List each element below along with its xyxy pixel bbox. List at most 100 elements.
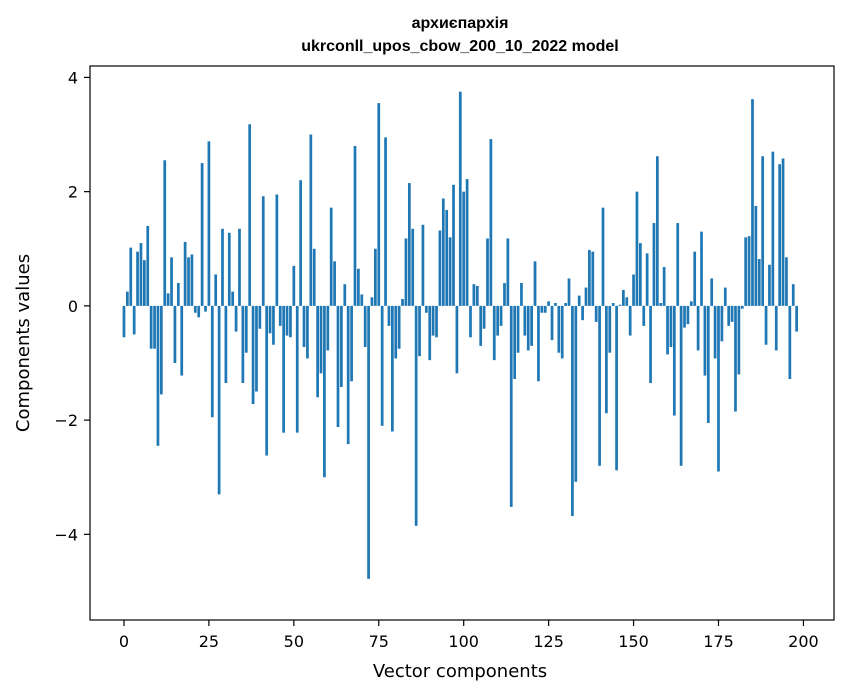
- bar-167: [689, 301, 693, 306]
- bar-136: [584, 287, 588, 306]
- bar-46: [278, 305, 282, 326]
- bar-178: [727, 305, 731, 326]
- bar-50: [292, 265, 296, 306]
- bar-86: [414, 305, 418, 526]
- bar-80: [394, 305, 398, 359]
- bar-122: [537, 305, 540, 382]
- bar-154: [645, 253, 649, 306]
- bar-83: [404, 238, 408, 306]
- bar-43: [268, 305, 272, 334]
- bar-44: [272, 305, 275, 345]
- bar-171: [703, 305, 707, 376]
- bar-193: [778, 164, 781, 306]
- x-tick-label: 100: [448, 632, 479, 651]
- bar-5: [139, 243, 143, 306]
- bar-7: [146, 225, 150, 306]
- bar-4: [136, 251, 139, 306]
- bar-1: [126, 291, 129, 306]
- bar-30: [224, 305, 228, 383]
- bar-94: [441, 198, 445, 306]
- bar-127: [554, 303, 557, 306]
- bar-110: [496, 305, 500, 336]
- bar-69: [357, 268, 360, 306]
- bar-139: [594, 305, 598, 322]
- bar-115: [513, 305, 517, 379]
- bar-105: [479, 305, 483, 346]
- bar-118: [523, 305, 527, 336]
- bar-29: [221, 228, 224, 306]
- bar-12: [163, 160, 167, 306]
- bar-141: [601, 207, 605, 306]
- bar-37: [248, 124, 252, 306]
- bar-48: [285, 305, 289, 336]
- bar-181: [737, 305, 741, 375]
- bar-117: [520, 283, 523, 306]
- bar-9: [153, 305, 156, 349]
- bar-177: [723, 287, 727, 306]
- bar-182: [740, 305, 744, 309]
- bar-75: [377, 103, 381, 306]
- x-tick-label: 50: [284, 632, 304, 651]
- bar-15: [173, 305, 177, 363]
- bar-42: [265, 305, 269, 456]
- bar-23: [200, 163, 204, 306]
- bar-53: [302, 305, 306, 347]
- x-tick-label: 25: [199, 632, 219, 651]
- chart-title: архиєпархія: [412, 15, 509, 32]
- bar-102: [469, 305, 472, 338]
- x-tick-label: 0: [119, 632, 129, 651]
- bar-195: [785, 257, 788, 306]
- bar-25: [207, 141, 211, 306]
- bar-18: [183, 241, 187, 306]
- bar-0: [122, 305, 126, 338]
- bar-31: [227, 232, 231, 306]
- bar-108: [489, 139, 493, 306]
- bar-165: [683, 305, 686, 328]
- bar-88: [421, 224, 425, 306]
- y-tick-label: −4: [54, 525, 78, 544]
- bar-123: [540, 305, 544, 313]
- x-tick-label: 75: [369, 632, 389, 651]
- bar-149: [628, 305, 632, 336]
- bar-151: [635, 191, 639, 306]
- bar-187: [757, 259, 761, 306]
- bar-183: [744, 237, 748, 306]
- bar-73: [370, 297, 374, 306]
- bar-60: [326, 305, 330, 351]
- bar-78: [387, 305, 391, 326]
- bar-132: [571, 305, 574, 517]
- bar-142: [605, 305, 608, 414]
- bar-49: [289, 305, 292, 338]
- bar-111: [499, 305, 503, 326]
- bar-160: [666, 305, 669, 355]
- bar-45: [275, 194, 279, 306]
- x-tick-label: 175: [703, 632, 734, 651]
- y-tick-label: 2: [68, 183, 78, 202]
- bar-66: [346, 305, 350, 445]
- bar-11: [159, 305, 163, 395]
- bar-96: [448, 237, 452, 306]
- bar-107: [486, 238, 489, 306]
- bar-147: [622, 289, 625, 306]
- bar-112: [503, 283, 506, 306]
- bar-40: [258, 305, 262, 329]
- bar-144: [611, 303, 615, 306]
- bar-162: [672, 305, 676, 416]
- bar-85: [411, 228, 415, 306]
- bar-79: [391, 305, 394, 432]
- x-tick-label: 125: [533, 632, 564, 651]
- bar-192: [774, 305, 778, 351]
- bar-172: [706, 305, 710, 423]
- bar-130: [564, 303, 567, 306]
- chart-subtitle: ukrconll_upos_cbow_200_10_2022 model: [301, 38, 618, 55]
- bar-109: [492, 305, 496, 361]
- bar-19: [187, 257, 190, 306]
- y-axis-label: Components values: [13, 254, 34, 432]
- bar-152: [639, 243, 642, 306]
- bar-81: [397, 305, 401, 349]
- bar-57: [316, 305, 319, 398]
- bar-133: [574, 305, 578, 482]
- bar-61: [329, 207, 333, 306]
- bar-138: [591, 251, 595, 306]
- bar-106: [482, 305, 486, 329]
